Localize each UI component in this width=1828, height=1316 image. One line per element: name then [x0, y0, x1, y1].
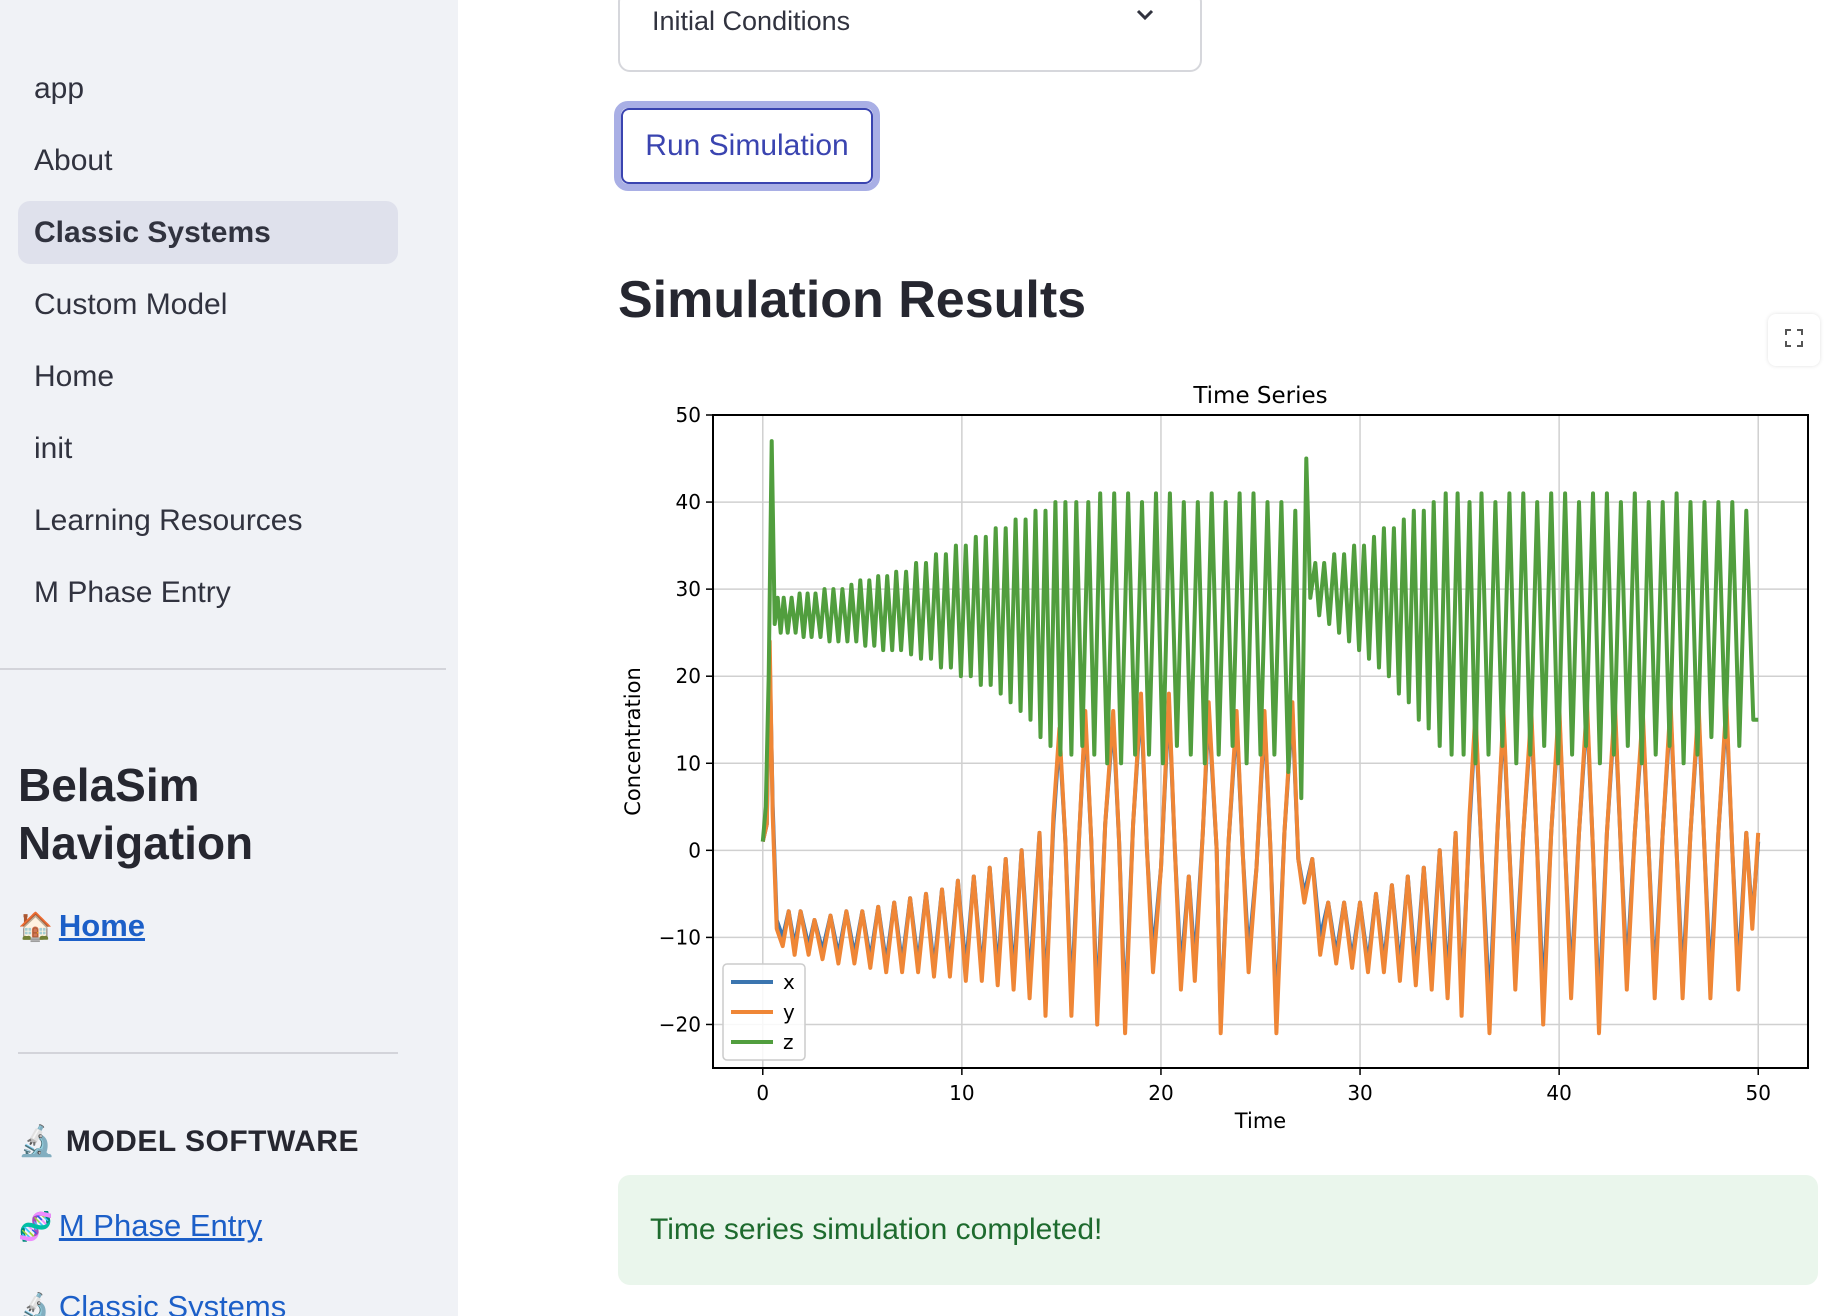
classic-systems-link[interactable]: 🔬 Classic Systems [18, 1289, 286, 1316]
model-software-label: MODEL SOFTWARE [65, 1124, 359, 1158]
microscope-icon: 🔬 [18, 1125, 56, 1158]
time-series-chart: 0 10 20 30 40 50 −20 −10 0 10 20 30 40 50 Time Series T… [618, 370, 1828, 1140]
y-tick-label: 30 [676, 577, 701, 601]
y-tick-label: 50 [676, 403, 701, 427]
series-line-y [760, 639, 1761, 1036]
m-phase-entry-link-label: M Phase Entry [58, 1208, 263, 1243]
sidebar-item-home[interactable]: Home [34, 359, 115, 393]
expander-label: Initial Conditions [652, 6, 851, 36]
initial-conditions-expander[interactable]: Initial Conditions [618, 0, 1202, 72]
chart-title: Time Series [1192, 383, 1327, 409]
plot-frame [712, 414, 1809, 1069]
sidebar-brand-title: BelaSim Navigation [18, 759, 254, 869]
chart-svg: 0 10 20 30 40 50 −20 −10 0 10 20 30 40 50 Time Series T… [621, 383, 1809, 1133]
x-axis-label: Time [1234, 1109, 1286, 1133]
x-tick-label: 10 [949, 1081, 974, 1105]
y-tick-label: 40 [676, 490, 701, 514]
success-alert: Time series simulation completed! [618, 1175, 1818, 1285]
y-tick-label: −10 [659, 925, 701, 949]
x-tick-label: 40 [1546, 1081, 1571, 1105]
microscope-icon: 🔬 [18, 1291, 53, 1316]
y-tick-label: 20 [676, 664, 701, 688]
y-tick-label: −20 [659, 1012, 701, 1036]
sidebar-divider [18, 1052, 398, 1054]
sidebar-item-m-phase-entry[interactable]: M Phase Entry [34, 575, 231, 609]
m-phase-entry-link[interactable]: 🧬 M Phase Entry [18, 1208, 262, 1244]
sidebar-item-classic-systems[interactable]: Classic Systems [18, 201, 398, 264]
y-axis-label: Concentration [621, 667, 645, 816]
model-software-heading: 🔬 MODEL SOFTWARE [18, 1124, 359, 1159]
home-link[interactable]: 🏠 Home [18, 908, 145, 944]
x-tick-label: 50 [1746, 1081, 1771, 1105]
y-tick-label: 0 [688, 838, 701, 862]
fullscreen-button[interactable] [1768, 314, 1820, 366]
sidebar-item-app[interactable]: app [34, 71, 85, 105]
sidebar: app About Classic Systems Custom Model Home i… [0, 0, 458, 1316]
x-tick-label: 30 [1347, 1081, 1372, 1105]
sidebar-item-custom-model[interactable]: Custom Model [34, 287, 228, 321]
success-message: Time series simulation completed! [650, 1213, 1103, 1246]
series-line-z [760, 439, 1759, 842]
sidebar-divider [0, 668, 446, 670]
x-tick-label: 20 [1148, 1081, 1173, 1105]
classic-systems-link-label: Classic Systems [58, 1289, 287, 1316]
sidebar-item-about[interactable]: About [34, 143, 113, 177]
run-simulation-label: Run Simulation [621, 108, 873, 184]
legend-label-z: z [783, 1030, 794, 1054]
x-tick-label: 0 [756, 1081, 769, 1105]
sidebar-item-init[interactable]: init [34, 431, 73, 465]
y-tick-label: 10 [676, 751, 701, 775]
sidebar-item-learning-resources[interactable]: Learning Resources [34, 503, 303, 537]
legend-label-x: x [783, 970, 795, 994]
fullscreen-icon [1784, 328, 1804, 353]
simulation-results-heading: Simulation Results [618, 271, 1087, 329]
house-icon: 🏠 [18, 910, 53, 942]
legend-label-y: y [783, 1000, 795, 1024]
dna-icon: 🧬 [18, 1210, 53, 1242]
run-simulation-button[interactable]: Run Simulation [614, 101, 880, 191]
chevron-down-icon [1134, 2, 1156, 33]
sidebar-page-nav: app About Classic Systems Custom Model Home i… [18, 57, 398, 633]
home-link-label: Home [58, 908, 146, 943]
